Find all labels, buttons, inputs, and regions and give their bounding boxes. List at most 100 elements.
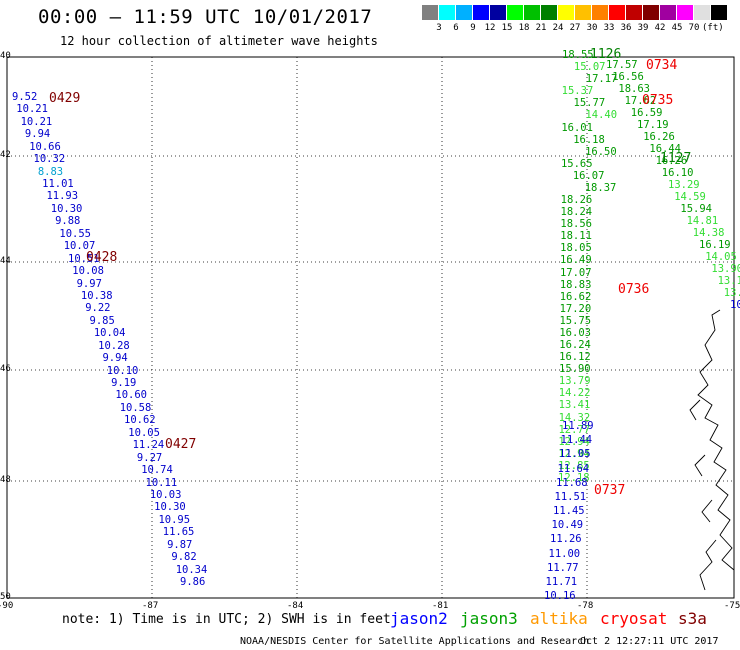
wave-height-value: 13.79 <box>558 375 591 388</box>
satellite-legend-cryosat: cryosat <box>600 609 668 628</box>
wave-height-value: 11.64 <box>557 462 590 475</box>
wave-height-value: 13.90 <box>711 263 740 275</box>
time-label: 1127 <box>660 151 692 166</box>
legend-swatch <box>575 5 591 20</box>
wave-height-value: 10.04 <box>93 327 126 340</box>
wave-height-value: 10.21 <box>16 103 48 116</box>
wave-height-value: 9.94 <box>102 352 128 365</box>
wave-height-value: 16.56 <box>612 71 644 83</box>
wave-height-value: 15.77 <box>573 97 606 110</box>
wave-height-value: 17.20 <box>559 302 592 315</box>
legend-swatch <box>541 5 557 20</box>
wave-height-value: 10.03 <box>149 488 182 501</box>
wave-height-value: 10.34 <box>175 563 208 576</box>
satellite-legend-altika: altika <box>530 609 588 628</box>
legend-label: 21 <box>535 23 547 33</box>
wave-height-value: 10.16 <box>544 590 576 602</box>
footer-note: note: 1) Time is in UTC; 2) SWH is in fe… <box>62 612 391 627</box>
wave-height-value: 11.68 <box>556 476 588 489</box>
satellite-legend-s3a: s3a <box>678 609 707 628</box>
wave-height-value: 10.21 <box>20 115 53 128</box>
wave-height-value: 16.01 <box>561 121 593 134</box>
wave-height-value: 10.51 <box>68 252 100 265</box>
x-tick-label: -90 <box>0 601 14 611</box>
legend-swatch <box>694 5 710 20</box>
wave-height-value: 11.77 <box>547 561 579 574</box>
time-label: 1126 <box>590 47 622 62</box>
wave-height-value: 9.86 <box>180 576 206 588</box>
legend-swatch <box>609 5 625 20</box>
legend-label: 15 <box>501 23 513 33</box>
wave-height-value: 15.94 <box>680 203 712 215</box>
wave-height-value: 8.83 <box>37 165 64 178</box>
wave-height-value: 9.19 <box>111 377 137 390</box>
wave-height-value: 12.77 <box>558 423 591 436</box>
wave-height-value: 17.57 <box>606 59 638 71</box>
wave-height-value: 13.29 <box>668 179 700 191</box>
legend-label: 39 <box>637 23 649 33</box>
wave-height-value: 9.85 <box>89 314 115 327</box>
wave-height-value: 17.17 <box>585 73 618 86</box>
legend-label: 36 <box>620 23 632 33</box>
legend-swatch <box>677 5 693 20</box>
satellite-legend-jason2: jason2 <box>390 609 448 628</box>
legend-label: 45 <box>671 23 683 33</box>
time-label: 0428 <box>86 250 118 265</box>
wave-height-value: 14.40 <box>585 109 618 122</box>
legend-label: 27 <box>569 23 581 33</box>
wave-height-value: 10.10 <box>106 364 139 377</box>
y-tick-label: 42 <box>0 150 11 160</box>
legend-swatch <box>439 5 455 20</box>
x-tick-label: -81 <box>432 601 449 611</box>
wave-height-value: 9.27 <box>136 451 163 464</box>
wave-height-value: 14.81 <box>686 215 719 227</box>
legend-swatch <box>507 5 523 20</box>
y-tick-label: 48 <box>0 475 11 485</box>
legend-swatch <box>456 5 472 20</box>
credit-line: NOAA/NESDIS Center for Satellite Applica… <box>240 636 590 647</box>
wave-height-value: 9.88 <box>55 215 81 228</box>
time-label: 0734 <box>646 58 678 73</box>
wave-height-value: 13.43 <box>723 287 740 299</box>
wave-height-value: 10.28 <box>98 339 130 352</box>
wave-height-value: 16.19 <box>699 239 731 251</box>
wave-height-value: 16.26 <box>655 155 688 167</box>
wave-height-value: 18.63 <box>618 83 650 95</box>
wave-height-value: 10.74 <box>141 464 173 477</box>
wave-height-value: 10.30 <box>50 202 83 215</box>
legend-swatch <box>660 5 676 20</box>
legend-label: 18 <box>518 23 530 33</box>
wave-height-value: 10.38 <box>80 289 113 302</box>
wave-height-value: 17.07 <box>559 266 592 279</box>
wave-height-value: 14.38 <box>692 227 725 239</box>
y-tick-label: 50 <box>0 592 11 602</box>
wave-height-value: 10.05 <box>128 426 160 439</box>
wave-height-value: 13.41 <box>558 399 591 412</box>
time-label: 0737 <box>594 483 626 498</box>
wave-height-value: 10.08 <box>72 265 104 278</box>
wave-height-value: 16.07 <box>572 169 605 182</box>
page-title: 00:00 – 11:59 UTC 10/01/2017 <box>38 6 373 28</box>
legend-swatch <box>626 5 642 20</box>
wave-height-value: 15.65 <box>560 157 593 170</box>
wave-height-value: 11.00 <box>548 547 581 560</box>
wave-height-value: 10.58 <box>119 401 152 414</box>
wave-height-value: 11.26 <box>550 533 582 546</box>
wave-height-value: 11.24 <box>132 439 165 452</box>
y-tick-label: 44 <box>0 256 11 266</box>
wave-height-value: 11.65 <box>162 526 195 539</box>
time-label: 0736 <box>618 282 650 297</box>
wave-height-value: 10.95 <box>158 513 191 526</box>
legend-label: 6 <box>453 23 459 33</box>
legend-swatch <box>422 5 438 20</box>
legend-swatch <box>592 5 608 20</box>
legend-label: 9 <box>470 23 476 33</box>
x-tick-label: -87 <box>142 601 159 611</box>
x-tick-label: -75 <box>724 601 740 611</box>
wave-height-value: 9.87 <box>167 538 193 551</box>
wave-height-value: 16.24 <box>559 339 591 352</box>
wave-height-value: 11.71 <box>545 575 578 588</box>
coastline <box>689 309 735 591</box>
legend-label: 42 <box>654 23 666 33</box>
wave-height-value: 13.13 <box>717 275 740 287</box>
